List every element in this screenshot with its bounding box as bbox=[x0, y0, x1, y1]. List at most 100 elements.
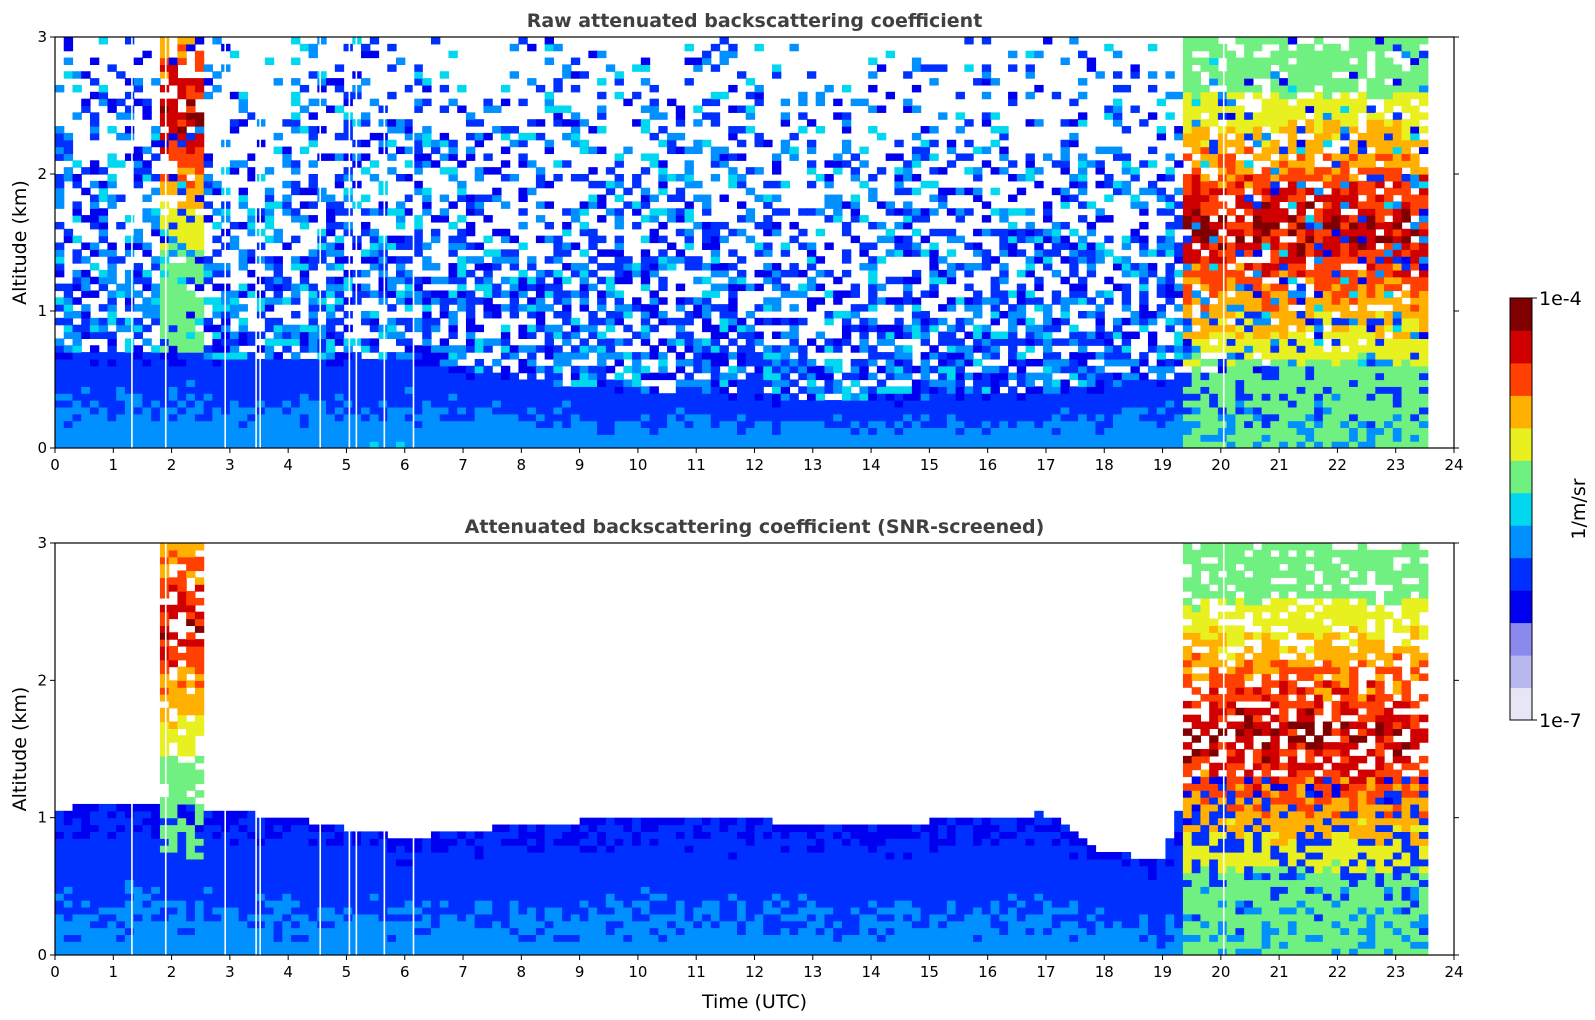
heatmap-cell bbox=[317, 338, 327, 346]
heatmap-cell bbox=[55, 126, 65, 134]
heatmap-cell bbox=[168, 105, 179, 113]
heatmap-cell bbox=[1086, 420, 1097, 429]
heatmap-cell bbox=[1095, 180, 1105, 189]
heatmap-cell bbox=[623, 400, 633, 408]
heatmap-cell bbox=[885, 352, 895, 360]
heatmap-cell bbox=[1279, 365, 1289, 374]
heatmap-cell bbox=[885, 413, 895, 422]
heatmap-cell bbox=[553, 311, 563, 319]
heatmap-cell bbox=[1034, 242, 1044, 250]
heatmap-cell bbox=[413, 400, 423, 408]
heatmap-cell bbox=[693, 304, 703, 312]
heatmap-cell bbox=[203, 187, 213, 196]
heatmap-cell bbox=[1244, 57, 1254, 65]
heatmap-cell bbox=[885, 406, 895, 415]
heatmap-cell bbox=[693, 338, 703, 346]
heatmap-cell bbox=[1174, 256, 1184, 264]
heatmap-cell bbox=[894, 372, 904, 381]
heatmap-cell bbox=[903, 393, 913, 401]
heatmap-cell bbox=[588, 242, 598, 250]
heatmap-cell bbox=[1025, 345, 1035, 353]
heatmap-cell bbox=[343, 358, 353, 367]
heatmap-cell bbox=[500, 174, 511, 182]
heatmap-cell bbox=[1200, 126, 1210, 134]
heatmap-cell bbox=[1191, 406, 1202, 415]
heatmap-cell bbox=[990, 317, 1000, 326]
heatmap-cell bbox=[553, 352, 563, 360]
heatmap-cell bbox=[1025, 228, 1035, 237]
heatmap-cell bbox=[229, 413, 240, 422]
heatmap-cell bbox=[658, 221, 668, 230]
heatmap-cell bbox=[1165, 249, 1175, 257]
heatmap-cell bbox=[1209, 153, 1219, 161]
heatmap-cell bbox=[1043, 441, 1053, 448]
heatmap-cell bbox=[632, 263, 642, 271]
heatmap-cell bbox=[562, 208, 572, 216]
heatmap-cell bbox=[1261, 105, 1271, 113]
heatmap-cell bbox=[1200, 413, 1210, 422]
heatmap-cell bbox=[334, 64, 345, 72]
heatmap-cell bbox=[168, 441, 179, 448]
heatmap-cell bbox=[1200, 276, 1210, 285]
heatmap-cell bbox=[1147, 317, 1158, 326]
heatmap-cell bbox=[911, 393, 922, 401]
heatmap-cell bbox=[579, 372, 589, 381]
heatmap-cell bbox=[509, 71, 520, 79]
heatmap-cell bbox=[282, 413, 292, 422]
heatmap-cell bbox=[553, 160, 563, 168]
heatmap-cell bbox=[107, 64, 117, 72]
heatmap-cell bbox=[1069, 358, 1079, 367]
heatmap-cell bbox=[579, 379, 589, 387]
heatmap-cell bbox=[343, 194, 353, 202]
heatmap-cell bbox=[894, 242, 904, 250]
heatmap-cell bbox=[457, 365, 467, 374]
heatmap-cell bbox=[894, 139, 904, 148]
heatmap-cell bbox=[518, 221, 528, 230]
heatmap-cell bbox=[911, 187, 922, 196]
heatmap-cell bbox=[308, 215, 318, 223]
heatmap-cell bbox=[1051, 400, 1062, 408]
heatmap-cell bbox=[938, 167, 948, 175]
heatmap-cell bbox=[614, 441, 624, 448]
heatmap-cell bbox=[151, 132, 161, 141]
heatmap-cell bbox=[1016, 434, 1027, 442]
heatmap-cell bbox=[1226, 180, 1236, 189]
heatmap-cell bbox=[334, 379, 345, 387]
heatmap-cell bbox=[116, 132, 126, 141]
heatmap-cell bbox=[299, 441, 310, 448]
heatmap-cell bbox=[527, 352, 537, 360]
heatmap-cell bbox=[640, 400, 651, 408]
heatmap-cell bbox=[1191, 441, 1202, 448]
heatmap-cell bbox=[719, 311, 729, 319]
heatmap-cell bbox=[413, 379, 423, 387]
heatmap-cell bbox=[457, 434, 467, 442]
heatmap-cell bbox=[343, 427, 353, 435]
heatmap-cell bbox=[1078, 276, 1088, 285]
heatmap-cell bbox=[667, 132, 677, 141]
heatmap-cell bbox=[1314, 372, 1324, 381]
heatmap-cell bbox=[308, 126, 318, 134]
heatmap-cell bbox=[754, 132, 764, 141]
heatmap-cell bbox=[518, 420, 528, 429]
heatmap-cell bbox=[1165, 235, 1175, 244]
heatmap-cell bbox=[492, 249, 502, 257]
heatmap-cell bbox=[203, 358, 213, 367]
heatmap-cell bbox=[194, 345, 205, 353]
heatmap-cell bbox=[291, 427, 301, 435]
heatmap-cell bbox=[1174, 393, 1184, 401]
heatmap-cell bbox=[1121, 427, 1132, 435]
heatmap-cell bbox=[55, 221, 65, 230]
heatmap-cell bbox=[1086, 427, 1097, 435]
heatmap-cell bbox=[282, 338, 292, 346]
heatmap-cell bbox=[1043, 324, 1053, 333]
heatmap-cell bbox=[1244, 358, 1254, 367]
heatmap-cell bbox=[911, 84, 922, 93]
heatmap-cell bbox=[1305, 358, 1315, 367]
heatmap-cell bbox=[780, 98, 791, 107]
heatmap-cell bbox=[1078, 420, 1088, 429]
heatmap-cell bbox=[981, 71, 992, 79]
heatmap-cell bbox=[737, 400, 747, 408]
heatmap-cell bbox=[1016, 269, 1027, 278]
heatmap-cell bbox=[159, 379, 170, 387]
heatmap-cell bbox=[710, 324, 721, 333]
